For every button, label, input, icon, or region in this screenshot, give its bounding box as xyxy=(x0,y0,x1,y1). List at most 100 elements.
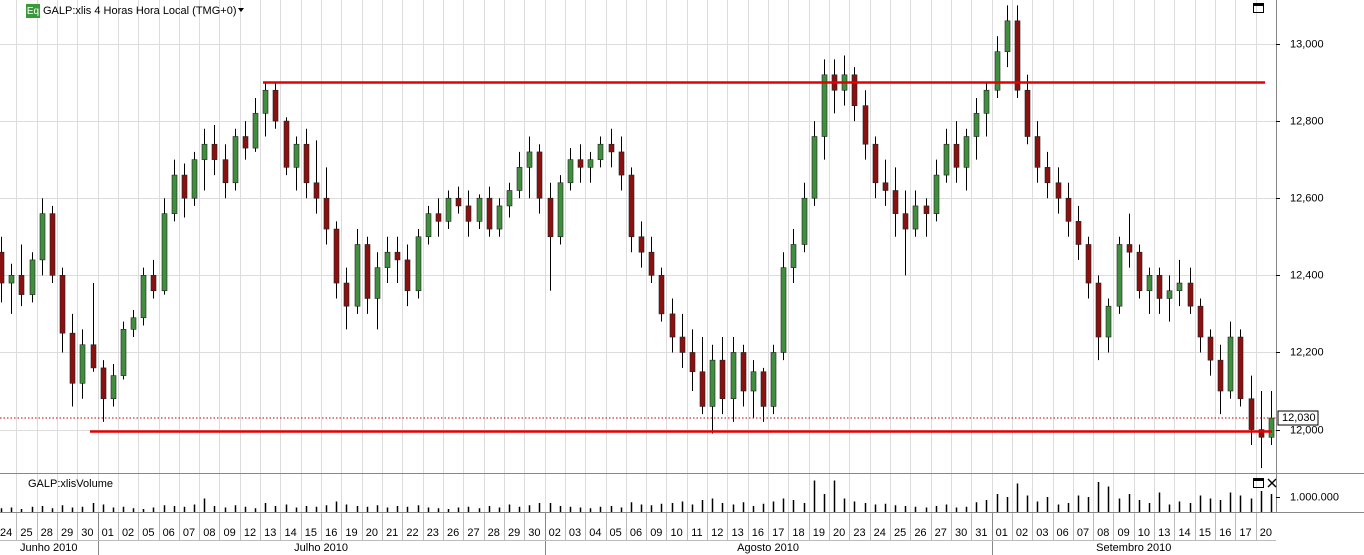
x-tick-label: 10 xyxy=(671,527,683,539)
month-label: Setembro 2010 xyxy=(1096,542,1171,554)
candle-body xyxy=(790,244,797,268)
x-tick-label: 23 xyxy=(427,527,439,539)
candle-body xyxy=(608,143,615,153)
candle-body xyxy=(547,197,554,238)
x-tick-label: 27 xyxy=(935,527,947,539)
x-tick-label: 15 xyxy=(1199,527,1211,539)
y-tick-label: 12,600 xyxy=(1290,192,1324,204)
candle-body xyxy=(943,143,950,176)
x-tick-label: 29 xyxy=(61,527,73,539)
candle-body xyxy=(100,367,107,400)
candle-body xyxy=(1034,136,1041,168)
candle-body xyxy=(435,213,442,222)
x-tick-label: 14 xyxy=(284,527,296,539)
candle-body xyxy=(1044,167,1051,184)
x-tick-label: 19 xyxy=(813,527,825,539)
candle-body xyxy=(425,213,432,238)
x-tick-label: 09 xyxy=(650,527,662,539)
x-tick-label: 28 xyxy=(488,527,500,539)
candle-body xyxy=(577,159,584,168)
candle-body xyxy=(222,159,229,184)
candle-body xyxy=(963,136,970,168)
candle-body xyxy=(902,213,909,230)
candle-body xyxy=(526,151,533,168)
candle-body xyxy=(567,159,574,184)
volume-close-button[interactable] xyxy=(1267,478,1277,488)
candle-body xyxy=(516,167,523,191)
candle-body xyxy=(933,174,940,214)
volume-maximize-button[interactable] xyxy=(1253,478,1264,488)
candle-body xyxy=(770,352,777,407)
x-tick-label: 19 xyxy=(345,527,357,539)
candle-body xyxy=(648,251,655,276)
x-tick-label: 16 xyxy=(752,527,764,539)
candle-body xyxy=(851,74,858,106)
candle-body xyxy=(1004,20,1011,52)
candle-body xyxy=(597,143,604,160)
candle-body xyxy=(120,329,127,376)
x-tick-label: 04 xyxy=(589,527,601,539)
candle-body xyxy=(689,352,696,373)
candle-body xyxy=(1176,282,1183,292)
candle-body xyxy=(384,251,391,268)
candle-body xyxy=(232,136,239,184)
candle-body xyxy=(59,275,66,334)
x-tick-label: 30 xyxy=(528,527,540,539)
volume-title: GALP:xlisVolume xyxy=(28,478,113,490)
month-label: Junho 2010 xyxy=(20,542,78,554)
candle-body xyxy=(1166,290,1173,299)
candle-body xyxy=(211,143,218,160)
candle-body xyxy=(364,244,371,299)
x-tick-label: 24 xyxy=(874,527,886,539)
x-tick-label: 03 xyxy=(569,527,581,539)
candle-body xyxy=(719,359,726,400)
maximize-button[interactable] xyxy=(1253,3,1264,13)
candle-body xyxy=(455,197,462,207)
chart-title[interactable]: GALP:xlis 4 Horas Hora Local (TMG+0) xyxy=(43,5,236,17)
x-tick-label: 26 xyxy=(914,527,926,539)
candle-body xyxy=(973,113,980,137)
x-tick-label: 22 xyxy=(406,527,418,539)
candle-body xyxy=(587,159,594,168)
x-tick-label: 25 xyxy=(894,527,906,539)
volume-tick-label: 1.000.000 xyxy=(1290,491,1339,503)
candle-body xyxy=(1126,244,1133,253)
candle-body xyxy=(18,275,25,295)
candle-body xyxy=(496,205,503,230)
candle-body xyxy=(638,236,645,253)
y-tick-label: 12,400 xyxy=(1290,269,1324,281)
x-tick-label: 20 xyxy=(1260,527,1272,539)
candle-body xyxy=(404,259,411,292)
candle-body xyxy=(892,190,899,214)
candle-body xyxy=(313,182,320,199)
candle-body xyxy=(1146,275,1153,292)
candle-body xyxy=(862,105,869,145)
candle-body xyxy=(912,205,919,230)
x-tick-label: 16 xyxy=(325,527,337,539)
candle-body xyxy=(699,371,706,407)
x-tick-label: 25 xyxy=(20,527,32,539)
x-tick-label: 20 xyxy=(366,527,378,539)
candle-body xyxy=(283,120,290,168)
candle-body xyxy=(750,371,757,392)
candle-body xyxy=(333,228,340,284)
title-dropdown[interactable] xyxy=(238,8,244,12)
candle-body xyxy=(242,136,249,149)
y-tick-label: 12,800 xyxy=(1290,115,1324,127)
candle-body xyxy=(0,251,5,284)
candle-body xyxy=(1136,251,1143,292)
candle-body xyxy=(557,182,564,238)
candle-body xyxy=(1217,359,1224,392)
candle-body xyxy=(658,275,665,315)
candle-body xyxy=(49,213,56,276)
last-price-box xyxy=(1277,410,1319,426)
candle-body xyxy=(709,359,716,407)
candle-body xyxy=(618,151,625,176)
x-tick-label: 12 xyxy=(244,527,256,539)
candle-body xyxy=(1024,89,1031,137)
x-tick-label: 09 xyxy=(1117,527,1129,539)
candle-body xyxy=(1095,282,1102,338)
x-tick-label: 06 xyxy=(630,527,642,539)
